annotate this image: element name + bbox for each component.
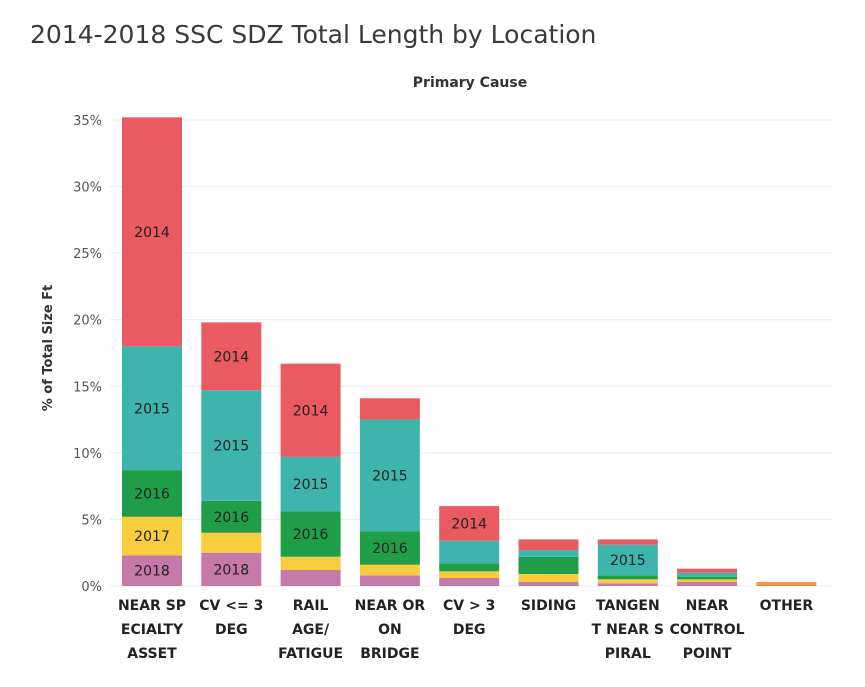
y-tick-label: 0% xyxy=(81,580,102,595)
category-label: ASSET xyxy=(127,646,177,662)
bar-segment-2017 xyxy=(439,571,500,579)
category-label: PIRAL xyxy=(605,646,651,662)
segment-label: 2015 xyxy=(293,477,329,493)
bar-segment-2016 xyxy=(677,576,738,580)
category-label: SIDING xyxy=(521,598,576,614)
category-label: NEAR OR xyxy=(355,598,426,614)
chart-title: 2014-2018 SSC SDZ Total Length by Locati… xyxy=(30,20,597,49)
category-label: DEG xyxy=(453,622,486,638)
segment-label: 2016 xyxy=(372,541,408,557)
bar-segment-2016 xyxy=(122,470,182,517)
bar-segment-2017 xyxy=(280,556,341,571)
category-label: ECIALTY xyxy=(121,622,184,638)
category-label: CV > 3 xyxy=(443,598,495,614)
y-tick-label: 15% xyxy=(73,380,102,395)
bar-segment-2018 xyxy=(122,555,182,586)
segment-label: 2015 xyxy=(213,439,249,455)
y-tick-label: 20% xyxy=(73,314,102,329)
bar-segment-2016 xyxy=(201,500,262,533)
segment-label: 2014 xyxy=(213,349,249,365)
category-label: BRIDGE xyxy=(360,646,419,662)
y-tick-label: 25% xyxy=(73,247,102,262)
category-label: OTHER xyxy=(760,598,814,614)
category-label: ON xyxy=(378,622,402,638)
segment-label: 2015 xyxy=(134,401,170,417)
bar-segment-2017 xyxy=(518,574,579,583)
bars: 2018 2017 2016 2015 2014 2018 2016 2015 2014 2016… xyxy=(122,117,817,586)
category-label: NEAR SP xyxy=(118,598,186,614)
bar-segment-2018 xyxy=(597,583,658,586)
bar-segment-2016 xyxy=(280,511,341,557)
category-label: DEG xyxy=(215,622,248,638)
y-tick-label: 30% xyxy=(73,181,102,196)
bar-segment-2016 xyxy=(597,575,658,580)
category-label: NEAR xyxy=(686,598,729,614)
segment-label: 2015 xyxy=(610,553,646,569)
bar-segment-2014 xyxy=(439,506,500,541)
bar-segment-2015 xyxy=(677,572,738,577)
segment-label: 2014 xyxy=(134,225,170,241)
segment-label: 2014 xyxy=(451,516,487,532)
bar-segment-2018 xyxy=(518,582,579,586)
y-axis-ticks: 0% 5% 10% 15% 20% 25% 30% 35% xyxy=(73,114,102,595)
bar-segment-2014 xyxy=(280,363,341,457)
bar-segment-2017 xyxy=(359,564,420,576)
bar-segment-2016 xyxy=(439,563,500,572)
segment-label: 2016 xyxy=(293,527,329,543)
column-header: Primary Cause xyxy=(413,75,527,91)
segment-label: 2014 xyxy=(293,403,329,419)
bar-segment-2017 xyxy=(597,579,658,584)
category-label: POINT xyxy=(683,646,732,662)
bar-segment-2017 xyxy=(756,584,817,585)
bar-segment-2016 xyxy=(359,531,420,565)
bar-segment-2016 xyxy=(756,583,817,585)
bar-segment-2014 xyxy=(677,568,738,573)
bar-segment-2018 xyxy=(756,584,817,586)
y-tick-label: 10% xyxy=(73,447,102,462)
category-label: CONTROL xyxy=(670,622,745,638)
bar-segment-2014 xyxy=(201,322,262,391)
segment-label: 2016 xyxy=(213,510,249,526)
bar-segment-2017 xyxy=(201,532,262,553)
x-axis-categories: NEAR SP ECIALTY ASSET CV <= 3 DEG RAIL AGE/FAT… xyxy=(118,598,813,662)
segment-label: 2015 xyxy=(372,468,408,484)
y-tick-label: 35% xyxy=(73,114,102,129)
bar-segment-2016 xyxy=(518,556,579,575)
category-label: AGE/ xyxy=(292,622,330,638)
bar-segment-2018 xyxy=(359,575,420,586)
bar-segment-2015 xyxy=(122,346,182,471)
bar-segment-2014 xyxy=(518,539,579,551)
bar-segment-2014 xyxy=(122,117,182,347)
category-label: T NEAR S xyxy=(592,622,664,638)
segment-label: 2018 xyxy=(134,564,170,580)
segment-label: 2017 xyxy=(134,529,170,545)
bar-segment-2015 xyxy=(597,544,658,576)
bar-segment-2014 xyxy=(359,398,420,420)
bar-segment-2018 xyxy=(677,582,738,586)
bar-segment-2014 xyxy=(756,582,817,583)
bar-segment-2017 xyxy=(122,516,182,556)
segment-label: 2016 xyxy=(134,486,170,502)
category-label: CV <= 3 xyxy=(199,598,263,614)
category-label: TANGEN xyxy=(596,598,660,614)
bar-segment-2015 xyxy=(756,582,817,584)
bar-segment-2015 xyxy=(439,540,500,564)
bar-segment-2015 xyxy=(518,550,579,557)
category-label: FATIGUE xyxy=(278,646,343,662)
segment-label: 2018 xyxy=(213,562,249,578)
y-axis-label: % of Total Size Ft xyxy=(41,285,56,412)
bar-segment-2015 xyxy=(201,390,262,501)
y-tick-label: 5% xyxy=(81,513,102,528)
bar-segment-2018 xyxy=(280,570,341,586)
bar-segment-2015 xyxy=(359,419,420,532)
bar-segment-2017 xyxy=(677,579,738,583)
bar-segment-2018 xyxy=(201,552,262,586)
category-label: RAIL xyxy=(293,598,329,614)
bar-segment-2014 xyxy=(597,539,658,545)
bar-segment-2018 xyxy=(439,578,500,586)
bar-segment-2015 xyxy=(280,456,341,512)
